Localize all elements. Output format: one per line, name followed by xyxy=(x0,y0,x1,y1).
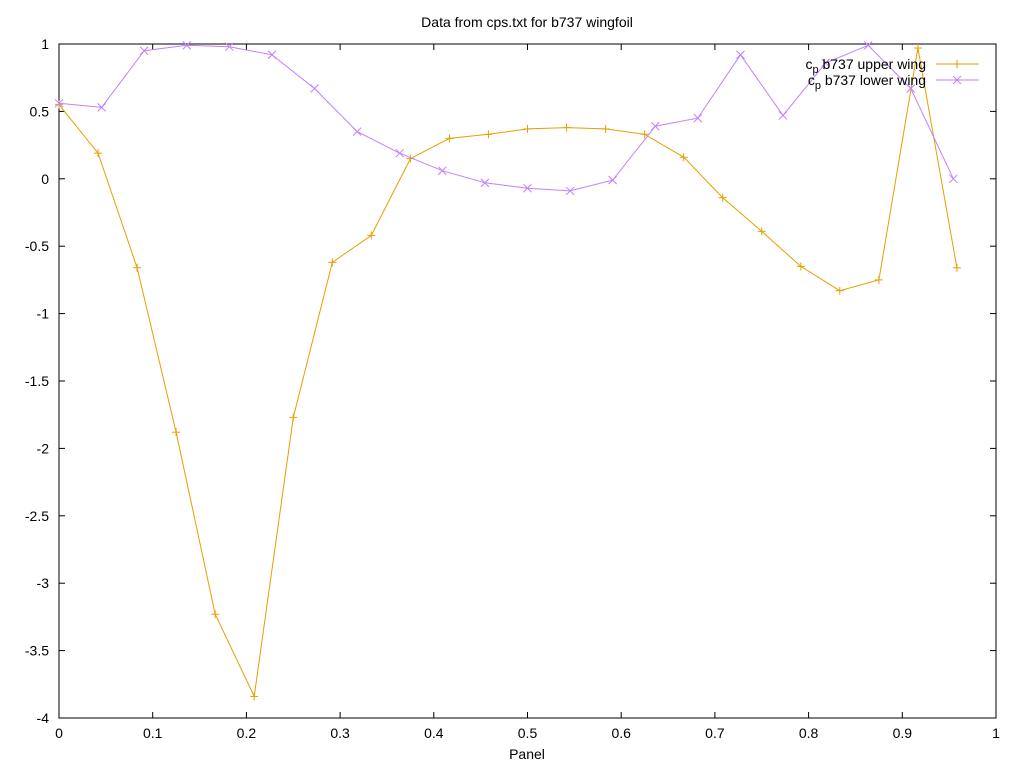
y-tick-label: -3.5 xyxy=(25,643,49,659)
legend-swatch-marker xyxy=(952,75,962,85)
data-point-series-2 xyxy=(949,174,958,184)
data-point-series-2 xyxy=(565,186,575,196)
data-point-series-1 xyxy=(913,44,922,53)
data-point-series-1 xyxy=(289,413,298,422)
x-tick-label: 0.5 xyxy=(518,725,538,741)
data-point-series-2 xyxy=(523,183,532,193)
data-point-series-2 xyxy=(480,178,490,188)
y-tick-label: 1 xyxy=(41,36,49,52)
data-point-series-1 xyxy=(94,149,103,158)
x-tick-label: 0.7 xyxy=(705,725,725,741)
legend-label: cp b737 upper wing xyxy=(805,56,926,76)
x-tick-label: 0.1 xyxy=(143,725,163,741)
data-point-series-1 xyxy=(835,286,844,295)
data-point-series-1 xyxy=(55,100,63,109)
series-line-1 xyxy=(58,47,958,699)
data-point-series-2 xyxy=(224,42,234,52)
data-point-series-1 xyxy=(562,123,571,132)
data-point-series-2 xyxy=(395,148,405,158)
data-point-series-2 xyxy=(863,40,873,50)
legend-swatch-marker xyxy=(953,60,961,68)
data-point-series-1 xyxy=(718,193,727,202)
y-tick-label: -2 xyxy=(37,440,50,456)
data-point-series-1 xyxy=(445,134,454,143)
data-point-series-2 xyxy=(650,121,660,131)
y-tick-label: -0.5 xyxy=(25,238,49,254)
y-tick-label: -3 xyxy=(37,575,50,591)
data-point-series-1 xyxy=(874,275,883,284)
data-point-series-1 xyxy=(757,227,766,236)
data-point-series-2 xyxy=(693,113,703,123)
data-point-series-1 xyxy=(952,263,961,272)
y-tick-label: -1.5 xyxy=(25,373,49,389)
chart-title: Data from cps.txt for b737 wingfoil xyxy=(421,14,633,30)
y-tick-label: -4 xyxy=(37,710,50,726)
data-point-series-2 xyxy=(821,58,831,68)
y-tick-label: -2.5 xyxy=(25,508,49,524)
data-point-series-1 xyxy=(796,262,805,271)
y-tick-label: 0 xyxy=(41,171,49,187)
data-point-series-1 xyxy=(211,610,220,619)
data-point-series-2 xyxy=(97,103,106,112)
plot-area xyxy=(54,40,961,701)
data-point-series-2 xyxy=(352,127,362,136)
x-axis: 0 0.1 0.2 0.3 0.4 0.5 0.6 0.7 0.8 0.9 1 xyxy=(55,44,1000,741)
y-tick-label: -1 xyxy=(37,306,50,322)
data-point-series-2 xyxy=(182,40,192,50)
data-point-series-1 xyxy=(523,124,532,133)
data-point-series-1 xyxy=(601,124,610,133)
data-point-series-2 xyxy=(778,111,788,120)
data-point-series-2 xyxy=(437,166,447,176)
legend-label: cp b737 lower wing xyxy=(808,72,926,92)
data-point-series-1 xyxy=(640,130,649,139)
plot-border xyxy=(58,43,997,719)
y-axis: 1 0.5 0 -0.5 -1 -1.5 -2 -2.5 -3 -3.5 -4 xyxy=(25,36,996,726)
data-point-series-2 xyxy=(267,50,277,60)
legend-item-2: cp b737 lower wing xyxy=(808,72,979,92)
data-point-series-1 xyxy=(484,130,493,139)
x-axis-label: Panel xyxy=(509,746,545,762)
x-tick-label: 1 xyxy=(992,725,1000,741)
data-point-series-1 xyxy=(250,692,259,701)
y-tick-label: 0.5 xyxy=(30,103,50,119)
data-point-series-1 xyxy=(133,263,142,272)
legend-item-1: cp b737 upper wing xyxy=(805,56,979,76)
x-tick-label: 0.9 xyxy=(893,725,913,741)
x-tick-label: 0 xyxy=(55,725,63,741)
x-tick-label: 0.3 xyxy=(330,725,350,741)
x-tick-label: 0.2 xyxy=(237,725,257,741)
data-point-series-2 xyxy=(310,84,319,93)
data-point-series-2 xyxy=(736,50,745,60)
data-point-series-2 xyxy=(54,98,64,108)
data-point-series-2 xyxy=(139,46,149,56)
x-tick-label: 0.8 xyxy=(799,725,819,741)
x-tick-label: 0.6 xyxy=(611,725,631,741)
data-point-series-2 xyxy=(608,175,618,185)
x-tick-label: 0.4 xyxy=(424,725,444,741)
data-point-series-2 xyxy=(906,84,916,93)
data-point-series-1 xyxy=(172,428,181,437)
data-point-series-1 xyxy=(367,231,376,240)
data-point-series-1 xyxy=(328,258,337,267)
data-point-series-1 xyxy=(679,153,688,162)
series-line-2 xyxy=(58,44,954,192)
